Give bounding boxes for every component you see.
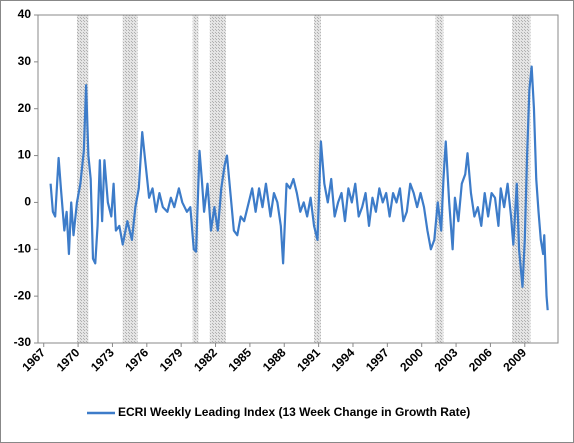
y-tick-label: -10 bbox=[14, 241, 32, 255]
plot-area bbox=[37, 14, 559, 344]
recession-band bbox=[314, 15, 321, 343]
recession-band bbox=[435, 15, 444, 343]
recession-band bbox=[122, 15, 138, 343]
recession-band bbox=[209, 15, 226, 343]
y-tick-label: -20 bbox=[14, 288, 32, 302]
legend-label: ECRI Weekly Leading Index (13 Week Chang… bbox=[118, 405, 470, 419]
y-tick-label: 20 bbox=[18, 101, 32, 115]
data-line bbox=[49, 65, 549, 311]
recession-band bbox=[192, 15, 199, 343]
y-tick-label: 10 bbox=[18, 148, 32, 162]
y-tick-label: 0 bbox=[24, 195, 31, 209]
y-tick-label: 40 bbox=[18, 7, 32, 21]
recession-band bbox=[76, 15, 89, 343]
y-tick-label: 30 bbox=[18, 54, 32, 68]
recession-band bbox=[512, 15, 531, 343]
y-tick-label: -30 bbox=[14, 335, 32, 349]
